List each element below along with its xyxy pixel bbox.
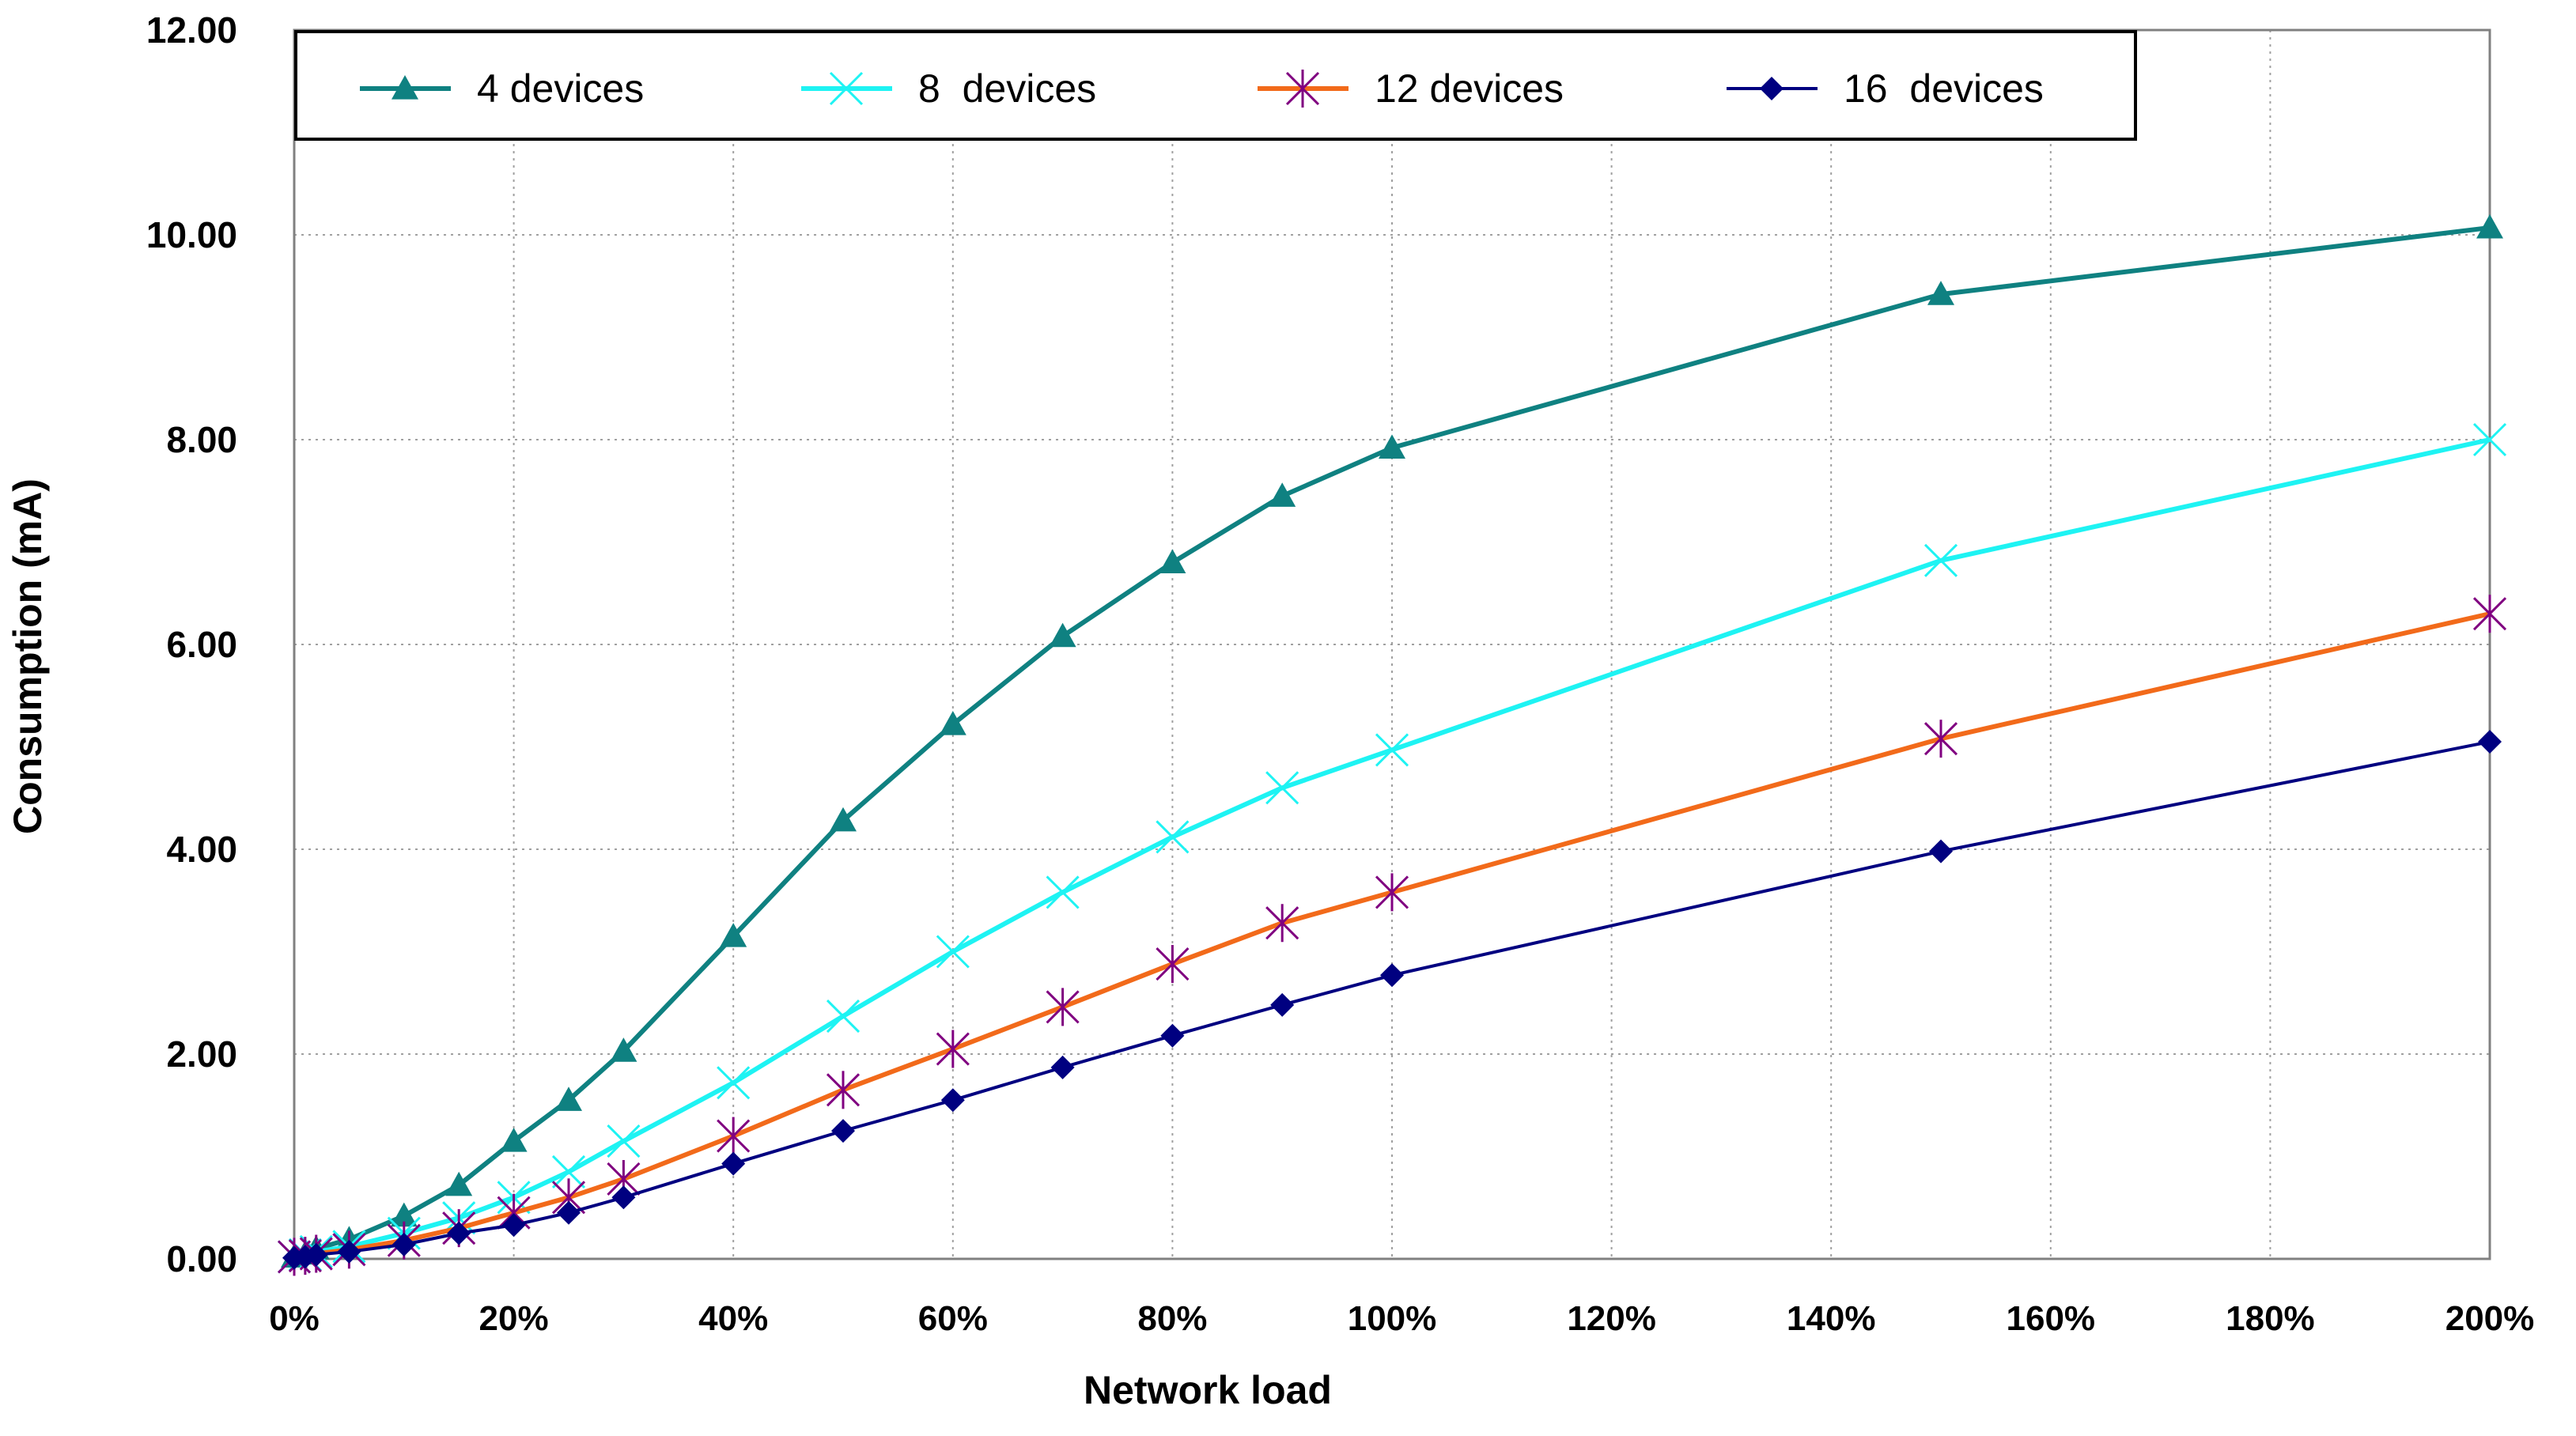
x-tick-label: 0%: [269, 1299, 320, 1338]
data-point: [1269, 482, 1296, 507]
legend: 4 devices 8 devices 12 devices 16 devices: [294, 30, 2137, 141]
legend-label: 16 devices: [1844, 66, 2044, 111]
series-4: [282, 730, 2502, 1270]
x-tick-label: 60%: [918, 1299, 988, 1338]
data-point: [501, 1213, 526, 1238]
legend-item-1: 4 devices: [360, 66, 644, 111]
data-point: [390, 1202, 418, 1227]
legend-marker: [1760, 77, 1784, 100]
legend-label: 12 devices: [1375, 66, 1564, 111]
x-axis-title: Network load: [1084, 1368, 1332, 1412]
data-point: [1929, 839, 1953, 863]
data-point: [1923, 720, 1958, 758]
data-point: [557, 1200, 581, 1225]
data-point: [826, 1000, 861, 1034]
data-point: [1265, 771, 1299, 805]
data-point: [939, 711, 966, 735]
x-tick-label: 120%: [1567, 1299, 1656, 1338]
legend-item-2: 8 devices: [801, 66, 1096, 111]
series-group: [277, 214, 2507, 1276]
data-point: [337, 1239, 361, 1264]
data-point: [555, 1086, 582, 1111]
y-tick-label: 4.00: [166, 829, 237, 870]
data-point: [1156, 945, 1190, 984]
data-point: [610, 1037, 637, 1062]
y-axis-title: Consumption (mA): [6, 478, 50, 834]
data-point: [1375, 873, 1409, 912]
legend-item-3: 12 devices: [1258, 66, 1564, 111]
data-point: [717, 1117, 751, 1155]
data-point: [936, 935, 970, 969]
legend-item-4: 16 devices: [1727, 66, 2044, 111]
data-point: [2472, 595, 2507, 633]
legend-box: [294, 30, 2137, 141]
data-point: [392, 1232, 416, 1256]
legend-label: 8 devices: [918, 66, 1096, 111]
x-tick-label: 40%: [698, 1299, 768, 1338]
legend-label: 4 devices: [477, 66, 644, 111]
data-point: [1379, 434, 1405, 459]
data-point: [1046, 875, 1080, 909]
data-point: [1927, 281, 1954, 305]
data-point: [500, 1128, 528, 1152]
x-tick-label: 140%: [1787, 1299, 1876, 1338]
x-tick-label: 200%: [2445, 1299, 2535, 1338]
data-point: [2476, 214, 2503, 239]
data-point: [830, 807, 857, 832]
legend-marker: [829, 71, 864, 106]
legend-marker: [1285, 70, 1320, 108]
data-point: [1380, 963, 1404, 988]
data-point: [2472, 422, 2507, 457]
data-point: [1265, 904, 1299, 943]
data-point: [551, 1154, 586, 1188]
y-tick-label: 12.00: [146, 9, 237, 51]
x-tick-label: 20%: [479, 1299, 549, 1338]
data-point: [826, 1071, 861, 1109]
data-point: [1156, 820, 1190, 854]
data-point: [607, 1124, 641, 1158]
x-tick-label: 100%: [1348, 1299, 1437, 1338]
y-tick-label: 8.00: [166, 419, 237, 460]
x-tick-label: 160%: [2007, 1299, 2096, 1338]
data-point: [936, 1030, 970, 1068]
data-point: [1046, 988, 1080, 1026]
data-point: [445, 1171, 473, 1196]
data-point: [717, 1066, 751, 1100]
y-tick-label: 6.00: [166, 624, 237, 665]
data-point: [1050, 1055, 1075, 1079]
y-tick-label: 0.00: [166, 1238, 237, 1279]
data-point: [1160, 1023, 1185, 1048]
data-point: [2478, 730, 2502, 754]
data-point: [940, 1088, 965, 1113]
data-point: [721, 1151, 746, 1176]
y-axis-tick-labels: 0.00 2.00 4.00 6.00 8.00 10.00 12.00: [146, 9, 237, 1279]
gridlines: [294, 29, 2490, 1259]
data-point: [1270, 992, 1295, 1017]
y-tick-label: 2.00: [166, 1034, 237, 1075]
data-point: [1375, 733, 1409, 767]
data-point: [831, 1119, 855, 1143]
x-tick-label: 180%: [2226, 1299, 2315, 1338]
data-point: [447, 1221, 471, 1245]
data-point: [1159, 549, 1186, 573]
y-tick-label: 10.00: [146, 214, 237, 255]
data-point: [720, 923, 747, 947]
data-point: [304, 1242, 328, 1267]
legend-marker: [392, 75, 418, 100]
data-point: [1923, 543, 1958, 577]
x-axis-tick-labels: 0% 20% 40% 60% 80% 100% 120% 140% 160% 180% 200%: [269, 1299, 2534, 1338]
x-tick-label: 80%: [1137, 1299, 1207, 1338]
data-point: [1049, 622, 1076, 648]
data-point: [611, 1185, 636, 1210]
